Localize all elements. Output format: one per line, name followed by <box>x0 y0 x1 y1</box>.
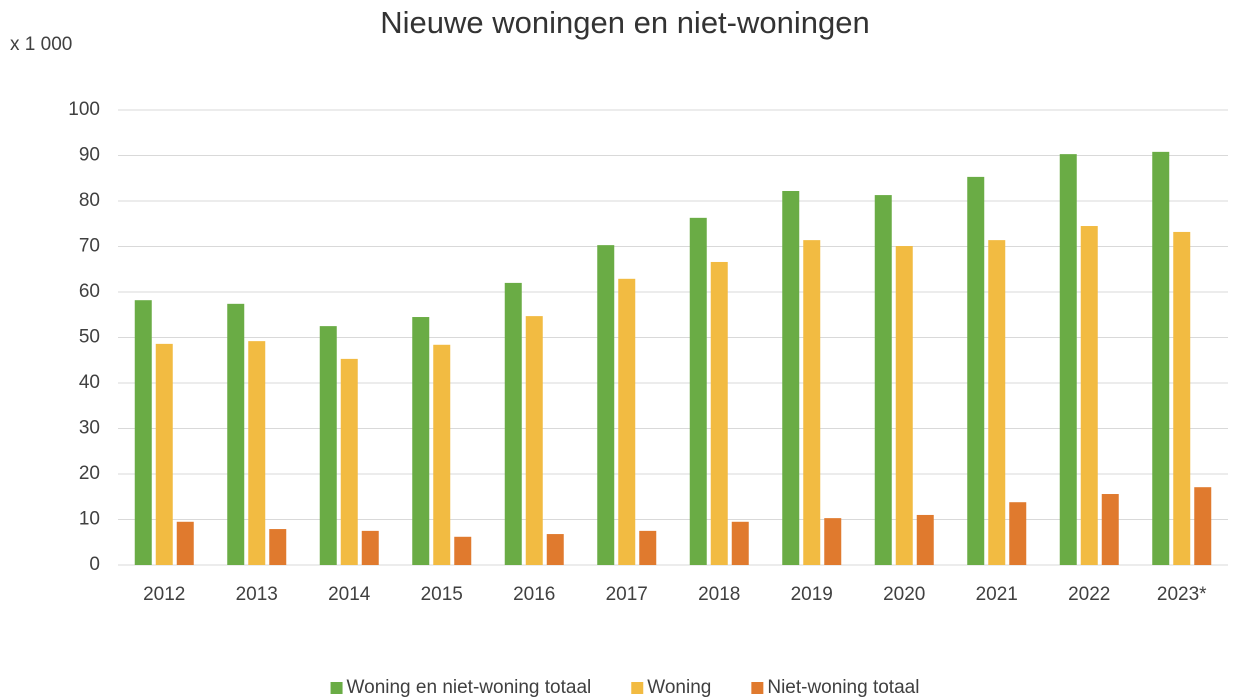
bar <box>782 190 800 566</box>
bar <box>319 326 337 565</box>
bar <box>433 344 451 565</box>
bar <box>639 530 657 565</box>
bar <box>134 300 152 565</box>
bar <box>731 521 749 565</box>
legend-swatch <box>330 682 343 694</box>
x-tick-label: 2023* <box>1157 584 1207 605</box>
legend-swatch <box>751 682 764 694</box>
x-tick-label: 2020 <box>883 584 925 605</box>
bar <box>504 282 522 565</box>
y-tick-label: 60 <box>79 281 100 302</box>
y-tick-label: 70 <box>79 236 100 257</box>
bar <box>1009 502 1027 565</box>
bar <box>525 316 543 565</box>
bar <box>248 341 266 565</box>
x-tick-label: 2019 <box>791 584 833 605</box>
legend-label: Niet-woning totaal <box>767 677 919 698</box>
y-tick-label: 50 <box>79 327 100 348</box>
y-tick-label: 90 <box>79 145 100 166</box>
bar <box>155 343 173 565</box>
y-tick-label: 80 <box>79 190 100 211</box>
bar <box>618 278 636 565</box>
bar <box>895 246 913 566</box>
y-tick-label: 100 <box>68 99 100 120</box>
bar <box>803 240 821 565</box>
x-tick-label: 2022 <box>1068 584 1110 605</box>
x-tick-label: 2015 <box>421 584 463 605</box>
bar <box>176 521 194 565</box>
y-tick-label: 30 <box>79 418 100 439</box>
bar <box>361 530 379 565</box>
x-tick-label: 2021 <box>976 584 1018 605</box>
x-tick-label: 2018 <box>698 584 740 605</box>
bar <box>1173 231 1191 565</box>
legend-label: Woning <box>647 677 711 698</box>
bar <box>967 176 985 565</box>
bar <box>340 358 358 565</box>
legend: Woning en niet-woning totaal Woning Niet-w… <box>330 677 919 698</box>
bar <box>988 240 1006 565</box>
y-axis-label: x 1 000 <box>10 34 72 55</box>
x-tick-label: 2013 <box>236 584 278 605</box>
y-tick-label: 0 <box>89 554 100 575</box>
bar <box>454 536 472 565</box>
bar <box>710 261 728 565</box>
y-tick-label: 20 <box>79 463 100 484</box>
bar <box>1194 487 1212 565</box>
bar <box>227 303 245 565</box>
bar <box>269 529 287 565</box>
bar <box>546 534 564 565</box>
bar <box>1101 494 1119 565</box>
bar <box>1080 226 1098 565</box>
bar <box>689 217 707 565</box>
legend-label: Woning en niet-woning totaal <box>347 677 592 698</box>
bar <box>874 195 892 565</box>
bar <box>1059 154 1077 565</box>
bar <box>824 518 842 565</box>
bar <box>916 514 934 565</box>
bar <box>412 317 430 565</box>
bar <box>1152 151 1170 566</box>
legend-swatch <box>631 682 644 694</box>
x-tick-label: 2012 <box>143 584 185 605</box>
chart-title: Nieuwe woningen en niet-woningen <box>380 5 869 40</box>
bar <box>597 245 615 565</box>
x-tick-label: 2017 <box>606 584 648 605</box>
y-tick-label: 10 <box>79 509 100 530</box>
x-tick-label: 2014 <box>328 584 371 605</box>
y-tick-label: 40 <box>79 372 100 393</box>
x-tick-label: 2016 <box>513 584 555 605</box>
